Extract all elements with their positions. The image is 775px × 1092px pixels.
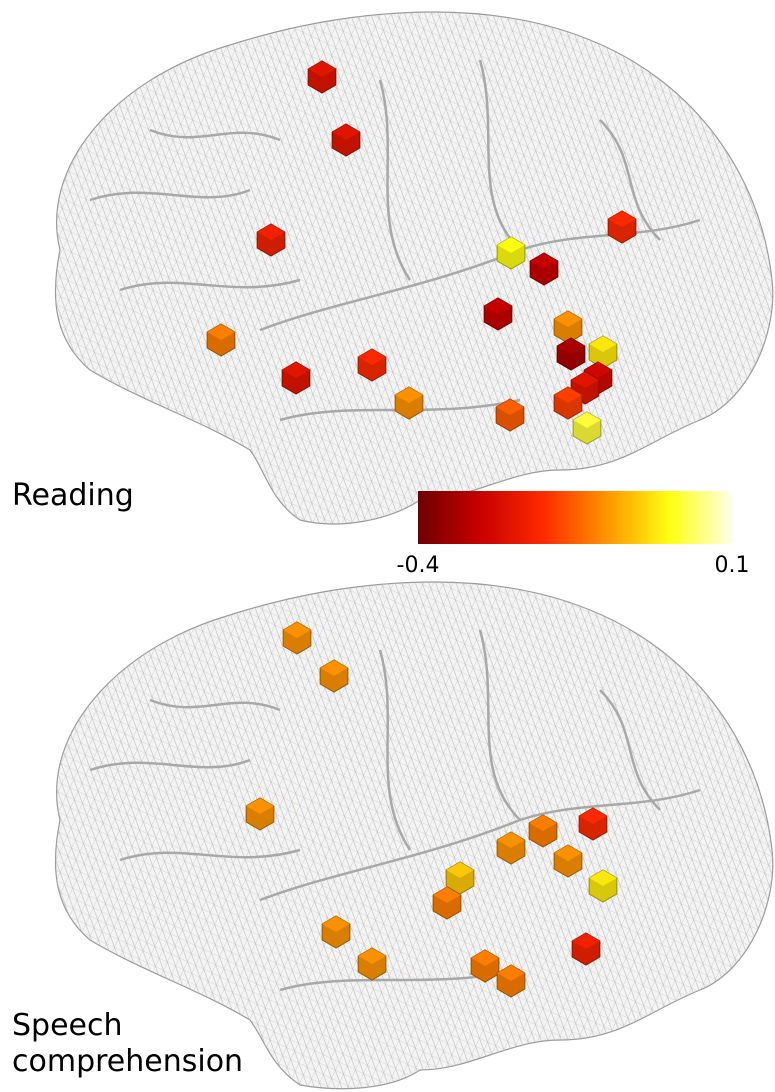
electrode-face (257, 224, 285, 240)
electrode-face (554, 845, 582, 861)
electrode-face (332, 124, 360, 140)
electrode-face (497, 832, 525, 848)
electrode (572, 411, 602, 445)
electrode-face (573, 412, 601, 428)
electrode (588, 869, 618, 903)
colorbar-ticks: -0.4 0.1 (397, 553, 750, 578)
electrode (357, 947, 387, 981)
electrode (281, 361, 311, 395)
electrode-face (484, 298, 512, 314)
electrode (495, 398, 525, 432)
colorbar-tick-label: -0.4 (397, 553, 440, 578)
colorbar-tick-label: 0.1 (715, 553, 750, 578)
brain-renders (54, 11, 774, 1090)
electrode (496, 236, 526, 270)
electrode (556, 337, 586, 371)
electrode-face (579, 808, 607, 824)
electrode (553, 844, 583, 878)
panel-label: Reading (12, 478, 134, 513)
electrode (394, 386, 424, 420)
electrode-face (554, 387, 582, 403)
brain-speech (54, 581, 774, 1090)
electrode (470, 949, 500, 983)
electrode-face (497, 237, 525, 253)
electrode-face (358, 948, 386, 964)
electrode-face (572, 933, 600, 949)
electrode (483, 297, 513, 331)
electrode (357, 348, 387, 382)
electrode-face (308, 61, 336, 77)
electrode (607, 210, 637, 244)
electrode-face (589, 336, 617, 352)
electrode (529, 252, 559, 286)
electrodes (206, 60, 637, 998)
electrode-face (320, 660, 348, 676)
electrode (432, 886, 462, 920)
electrode-face (358, 349, 386, 365)
electrode (206, 323, 236, 357)
electrode (496, 964, 526, 998)
electrode (528, 814, 558, 848)
electrode (245, 797, 275, 831)
colorbar (418, 491, 732, 544)
electrode-face (283, 622, 311, 638)
electrode-face (322, 916, 350, 932)
electrode-face (529, 815, 557, 831)
electrode-face (571, 372, 599, 388)
electrode-face (557, 338, 585, 354)
electrode-face (496, 399, 524, 415)
electrode (331, 123, 361, 157)
brain-reading (54, 11, 774, 525)
electrode-face (433, 887, 461, 903)
electrode-face (282, 362, 310, 378)
panel-label: Speech comprehension (12, 1008, 244, 1079)
electrode (319, 659, 349, 693)
electrode-face (395, 387, 423, 403)
electrode-face (584, 362, 612, 378)
electrode (256, 223, 286, 257)
electrode (321, 915, 351, 949)
electrode-face (554, 311, 582, 327)
electrode-face (608, 211, 636, 227)
electrode-face (589, 870, 617, 886)
electrode-face (246, 798, 274, 814)
electrode-face (530, 253, 558, 269)
electrode-face (497, 965, 525, 981)
electrode (578, 807, 608, 841)
electrode (571, 932, 601, 966)
electrode (282, 621, 312, 655)
electrode-face (446, 862, 474, 878)
electrode-face (471, 950, 499, 966)
electrode (496, 831, 526, 865)
electrode-face (207, 324, 235, 340)
electrode (553, 386, 583, 420)
electrode (307, 60, 337, 94)
